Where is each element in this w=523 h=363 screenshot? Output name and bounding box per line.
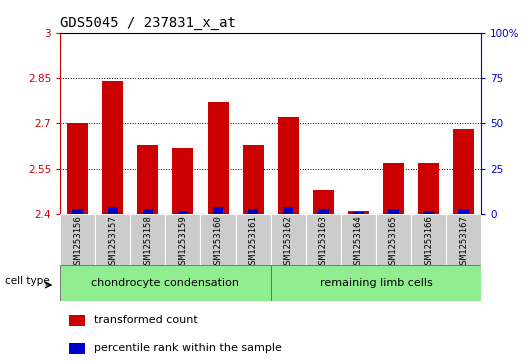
Bar [69, 315, 85, 326]
Text: remaining limb cells: remaining limb cells [320, 278, 433, 288]
Bar [213, 207, 223, 214]
Text: GSM1253165: GSM1253165 [389, 216, 398, 269]
Bar [271, 265, 481, 301]
Bar [411, 214, 446, 265]
Bar [235, 214, 271, 265]
Text: transformed count: transformed count [94, 315, 198, 325]
Text: GDS5045 / 237831_x_at: GDS5045 / 237831_x_at [60, 16, 236, 30]
Bar [178, 211, 188, 214]
Bar [278, 117, 299, 214]
Text: GSM1253166: GSM1253166 [424, 216, 433, 269]
Text: GSM1253163: GSM1253163 [319, 216, 328, 269]
Text: GSM1253164: GSM1253164 [354, 216, 363, 269]
Bar [348, 211, 369, 214]
Bar [446, 214, 481, 265]
Text: percentile rank within the sample: percentile rank within the sample [94, 343, 282, 353]
Bar [173, 148, 194, 214]
Bar [143, 209, 153, 214]
Bar [423, 211, 434, 214]
Bar [453, 130, 474, 214]
Text: GSM1253161: GSM1253161 [248, 216, 258, 269]
Text: GSM1253158: GSM1253158 [143, 216, 152, 269]
Bar [243, 144, 264, 214]
Bar [383, 163, 404, 214]
Bar [72, 209, 83, 214]
Bar [67, 123, 88, 214]
Bar [341, 214, 376, 265]
Bar [418, 163, 439, 214]
Text: GSM1253167: GSM1253167 [459, 216, 468, 269]
Bar [353, 212, 363, 214]
Bar [60, 265, 271, 301]
Bar [60, 214, 95, 265]
Bar [130, 214, 165, 265]
Text: GSM1253157: GSM1253157 [108, 216, 117, 269]
Bar [108, 207, 118, 214]
Text: GSM1253162: GSM1253162 [283, 216, 293, 269]
Bar [306, 214, 341, 265]
Bar [313, 190, 334, 214]
Bar [388, 209, 399, 214]
Bar [283, 207, 293, 214]
Bar [69, 343, 85, 354]
Bar [200, 214, 235, 265]
Bar [248, 209, 258, 214]
Bar [208, 102, 229, 214]
Text: GSM1253160: GSM1253160 [213, 216, 222, 269]
Bar [376, 214, 411, 265]
Bar [102, 81, 123, 214]
Bar [458, 209, 469, 214]
Bar [318, 209, 328, 214]
Bar [165, 214, 200, 265]
Text: cell type: cell type [5, 276, 50, 286]
Bar [138, 144, 158, 214]
Text: chondrocyte condensation: chondrocyte condensation [92, 278, 240, 288]
Bar [95, 214, 130, 265]
Text: GSM1253156: GSM1253156 [73, 216, 82, 269]
Text: GSM1253159: GSM1253159 [178, 216, 187, 269]
Bar [271, 214, 306, 265]
